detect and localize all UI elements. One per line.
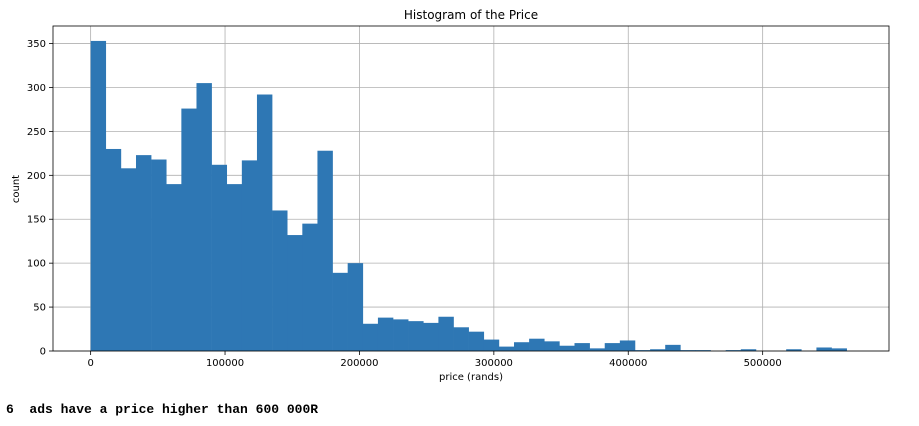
y-tick-label: 100 [27, 259, 46, 270]
histogram-bar [302, 223, 318, 351]
histogram-bar [423, 322, 439, 351]
histogram-bar [498, 346, 515, 351]
y-tick-label: 0 [40, 347, 46, 358]
histogram-bar [226, 184, 243, 351]
histogram-bar [211, 164, 228, 351]
histogram-bar [90, 40, 107, 351]
histogram-bar [347, 263, 364, 351]
y-tick-label: 250 [27, 127, 46, 138]
histogram-bar [362, 323, 379, 351]
histogram-bar [634, 350, 651, 351]
histogram-bar [105, 148, 122, 351]
histogram-bar [377, 317, 394, 351]
histogram-bar [453, 327, 469, 351]
histogram-bar [574, 343, 590, 351]
histogram-bar [196, 83, 212, 351]
histogram-bar [468, 331, 485, 351]
histogram-bar [438, 316, 454, 351]
histogram-bar [287, 235, 303, 351]
histogram-bar [393, 319, 409, 351]
histogram-chart: 0 100000 200000 300000 400000 500000 0 50 100 150… [11, 8, 890, 383]
y-tick-label: 200 [27, 171, 46, 182]
histogram-bar [256, 94, 273, 351]
histogram-bar [135, 155, 152, 351]
histogram-bar [408, 321, 424, 351]
y-tick-label: 300 [27, 83, 46, 94]
histogram-bar [272, 210, 288, 351]
histogram-bar [120, 168, 137, 351]
histogram-bar [529, 338, 545, 351]
summary-note: 6 ads have a price higher than 600 000R [6, 402, 319, 417]
histogram-bar [181, 108, 197, 351]
ticks-layer: 0 100000 200000 300000 400000 500000 0 50 100 150… [27, 39, 782, 369]
plot-frame [52, 25, 890, 352]
bars-layer [90, 40, 847, 351]
histogram-bar [317, 150, 333, 351]
histogram-bar [740, 349, 757, 351]
y-tick-label: 350 [27, 39, 46, 50]
y-axis-label: count [11, 175, 22, 203]
x-tick-label: 100000 [206, 358, 244, 369]
histogram-bar [816, 347, 832, 351]
histogram-bar [589, 348, 606, 351]
histogram-bar [151, 159, 167, 351]
x-tick-label: 0 [87, 358, 93, 369]
x-tick-label: 500000 [744, 358, 782, 369]
histogram-bar [680, 350, 696, 351]
histogram-bar [665, 344, 681, 351]
x-tick-label: 200000 [340, 358, 378, 369]
histogram-bar [166, 184, 182, 351]
histogram-bar [725, 350, 742, 351]
histogram-bar [241, 160, 258, 351]
histogram-bar [831, 348, 847, 351]
histogram-bar [559, 345, 575, 351]
y-tick-label: 150 [27, 215, 46, 226]
y-tick-label: 50 [33, 303, 46, 314]
chart-title: Histogram of the Price [404, 8, 538, 22]
histogram-bar [619, 340, 636, 351]
histogram-bar [332, 272, 348, 351]
histogram-bar [695, 350, 711, 351]
x-tick-label: 300000 [475, 358, 513, 369]
histogram-bar [544, 341, 560, 351]
histogram-bar [650, 349, 666, 351]
histogram-bar [483, 339, 500, 351]
histogram-bar [786, 349, 802, 351]
x-axis-label: price (rands) [439, 372, 503, 383]
histogram-bar [514, 342, 530, 351]
x-tick-label: 400000 [609, 358, 647, 369]
histogram-bar [604, 343, 621, 351]
